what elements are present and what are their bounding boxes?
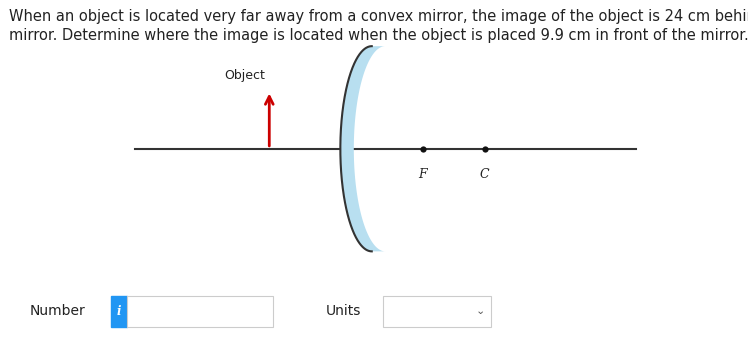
Text: When an object is located very far away from a convex mirror, the image of the o: When an object is located very far away … [9, 9, 748, 43]
Text: Units: Units [325, 304, 361, 318]
Text: C: C [480, 168, 489, 181]
Text: Object: Object [224, 69, 266, 82]
Text: F: F [418, 168, 427, 181]
Bar [111, 296, 127, 327]
Bar [127, 296, 273, 327]
Text: ⌄: ⌄ [476, 306, 485, 316]
Text: Number: Number [30, 304, 86, 318]
Polygon shape [340, 46, 385, 251]
Bar [383, 296, 491, 327]
Text: i: i [117, 305, 121, 318]
